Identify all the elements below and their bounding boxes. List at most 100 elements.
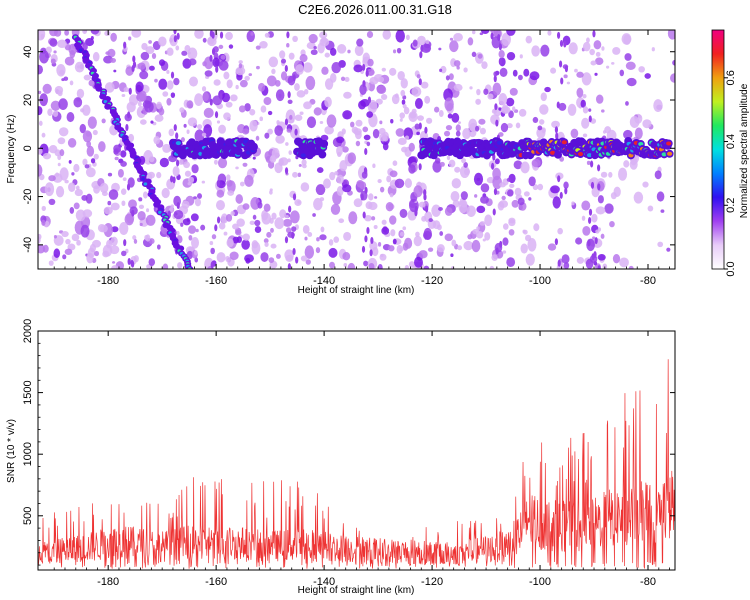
spectral-blob	[271, 212, 277, 220]
spectral-blob	[251, 241, 261, 255]
spectral-blob	[162, 263, 169, 269]
spectral-blob	[623, 160, 630, 168]
spectral-blob	[379, 120, 383, 125]
spectral-blob	[114, 156, 119, 161]
spectral-blob	[336, 145, 343, 156]
spectral-blob	[220, 213, 228, 224]
spectral-blob	[255, 45, 261, 50]
spectral-blob	[151, 53, 157, 59]
spectral-blob	[59, 69, 65, 75]
spectral-streak	[490, 32, 494, 40]
spectral-blob	[392, 49, 397, 54]
y-tick-label: 2000	[22, 319, 34, 343]
spectral-blob	[408, 111, 418, 123]
spectral-blob	[257, 201, 263, 209]
spectral-blob	[107, 200, 112, 206]
spectral-streak	[211, 48, 216, 56]
spectral-blob	[491, 254, 498, 261]
spectral-blob	[395, 128, 405, 137]
spectral-blob	[53, 248, 61, 259]
spectral-blob	[38, 90, 42, 95]
spectral-blob	[576, 71, 584, 78]
spectral-blob	[85, 38, 95, 47]
spectral-blob	[397, 70, 405, 81]
spectral-blob	[319, 197, 325, 202]
band-blob	[318, 150, 327, 159]
spectral-blob	[480, 195, 489, 204]
spectral-blob	[59, 149, 65, 157]
spectral-blob	[38, 148, 43, 155]
spectral-blob	[120, 188, 127, 195]
spectral-blob	[445, 125, 453, 131]
spectral-blob	[117, 168, 124, 178]
spectral-blob	[382, 30, 392, 40]
spectral-blob	[274, 125, 284, 136]
spectral-blob	[148, 156, 155, 163]
spectral-streak	[294, 128, 298, 136]
spectral-blob	[271, 147, 280, 160]
spectral-blob	[399, 112, 406, 119]
spectral-blob	[351, 126, 359, 134]
spectral-blob	[139, 222, 143, 227]
spectral-blob	[266, 75, 277, 87]
spectral-blob	[408, 142, 415, 152]
spectral-blob	[287, 99, 293, 105]
spectral-blob	[484, 232, 491, 241]
spectral-blob	[396, 47, 402, 54]
spectral-blob	[120, 161, 127, 167]
spectral-blob	[263, 203, 271, 212]
spectral-streak	[498, 57, 502, 65]
spectral-blob	[228, 44, 234, 49]
spectral-blob	[478, 118, 486, 125]
spectral-blob	[500, 122, 509, 133]
spectral-blob	[360, 99, 370, 107]
spectral-streak	[219, 92, 223, 100]
spectral-blob	[92, 129, 98, 136]
spectral-streak	[564, 65, 569, 73]
spectral-blob	[625, 61, 636, 70]
spectral-blob	[235, 66, 246, 76]
spectral-blob	[472, 30, 476, 35]
spectral-blob	[514, 187, 522, 196]
spectral-blob	[193, 196, 197, 200]
spectral-blob	[557, 227, 563, 235]
spectral-blob	[65, 238, 71, 245]
spectral-blob	[84, 164, 90, 169]
spectral-streak	[287, 91, 291, 99]
spectral-blob	[57, 39, 67, 49]
spectral-streak	[287, 263, 291, 269]
spectral-blob	[359, 84, 367, 95]
spectral-blob	[148, 258, 156, 266]
spectral-blob	[138, 197, 143, 202]
spectral-blob	[456, 65, 460, 70]
spectral-blob	[529, 71, 540, 81]
spectral-streak	[588, 115, 592, 123]
spectral-blob	[428, 218, 433, 223]
spectral-blob	[166, 80, 174, 90]
spectral-blob	[220, 54, 226, 60]
spectral-blob	[194, 129, 205, 143]
spectral-blob	[359, 181, 367, 190]
spectral-blob	[69, 207, 75, 214]
spectral-blob	[439, 68, 443, 73]
spectral-blob	[399, 247, 404, 252]
spectral-blob	[113, 69, 117, 73]
spectral-blob	[275, 253, 281, 259]
spectral-blob	[238, 105, 246, 113]
spectral-blob	[213, 159, 218, 165]
spectral-blob	[201, 132, 207, 137]
spectral-blob	[462, 128, 471, 140]
snr-series-line	[38, 359, 675, 569]
spectral-blob	[107, 172, 113, 177]
spectral-blob	[372, 128, 380, 139]
y-tick-label: 1000	[22, 442, 34, 466]
spectral-streak	[495, 247, 499, 255]
spectral-blob	[480, 30, 490, 35]
spectral-blob	[316, 237, 320, 242]
spectral-blob	[304, 88, 309, 95]
colorbar: 0.0 0.2 0.4 0.6 Normalized spectral amplitu…	[711, 29, 750, 277]
spectral-blob	[385, 202, 394, 212]
spectral-blob	[342, 110, 353, 120]
spectral-blob	[306, 116, 317, 129]
spectral-blob	[294, 83, 300, 91]
